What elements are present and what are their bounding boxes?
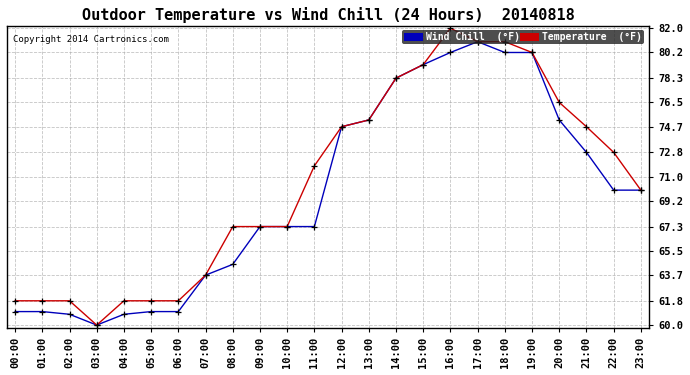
Text: Copyright 2014 Cartronics.com: Copyright 2014 Cartronics.com: [13, 34, 169, 44]
Title: Outdoor Temperature vs Wind Chill (24 Hours)  20140818: Outdoor Temperature vs Wind Chill (24 Ho…: [81, 7, 574, 23]
Legend: Wind Chill  (°F), Temperature  (°F): Wind Chill (°F), Temperature (°F): [402, 30, 644, 44]
